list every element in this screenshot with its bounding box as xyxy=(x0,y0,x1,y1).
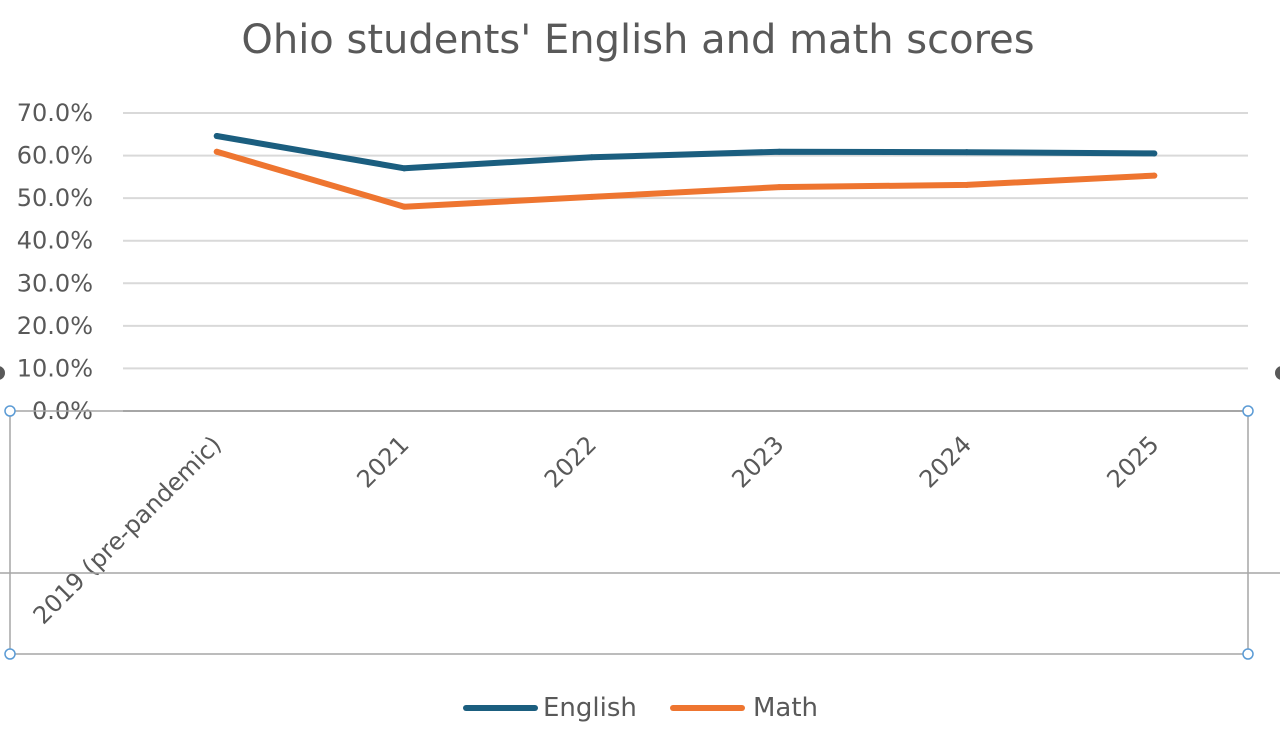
x-tick-label: 2021 xyxy=(352,430,415,493)
chart-resize-handle-left[interactable] xyxy=(0,366,5,380)
x-axis-tick-labels: 2019 (pre-pandemic) 2021 2022 2023 2024 2025 xyxy=(28,430,1165,629)
resize-handle-top-right[interactable] xyxy=(1242,405,1254,417)
x-tick-label: 2024 xyxy=(914,430,977,493)
y-tick-label: 20.0% xyxy=(17,312,93,340)
series-line-math[interactable] xyxy=(213,148,1158,210)
x-tick-label: 2022 xyxy=(539,430,602,493)
y-tick-label: 40.0% xyxy=(17,227,93,255)
data-point-english[interactable] xyxy=(1151,150,1158,157)
y-tick-label: 70.0% xyxy=(17,99,93,127)
data-point-math[interactable] xyxy=(401,203,408,210)
data-point-english[interactable] xyxy=(401,165,408,172)
selection-frame[interactable] xyxy=(0,366,1280,660)
data-point-english[interactable] xyxy=(213,132,220,139)
data-series xyxy=(213,132,1158,210)
y-tick-label: 30.0% xyxy=(17,269,93,297)
x-tick-label: 2025 xyxy=(1102,430,1165,493)
x-tick-label: 2023 xyxy=(727,430,790,493)
data-point-math[interactable] xyxy=(776,184,783,191)
data-point-english[interactable] xyxy=(776,148,783,155)
y-tick-label: 50.0% xyxy=(17,184,93,212)
legend: English Math xyxy=(463,693,818,723)
y-tick-label: 10.0% xyxy=(17,354,93,382)
data-point-english[interactable] xyxy=(588,154,595,161)
data-point-english[interactable] xyxy=(963,149,970,156)
legend-label-english: English xyxy=(543,693,637,723)
resize-handle-bottom-left[interactable] xyxy=(4,648,16,660)
legend-label-math: Math xyxy=(753,693,818,723)
chart-resize-handle-right[interactable] xyxy=(1275,366,1280,380)
resize-handle-bottom-right[interactable] xyxy=(1242,648,1254,660)
series-line-english[interactable] xyxy=(213,133,1158,172)
gridlines xyxy=(123,112,1248,412)
x-tick-label: 2019 (pre-pandemic) xyxy=(28,430,227,629)
data-point-math[interactable] xyxy=(1151,172,1158,179)
selection-box[interactable] xyxy=(9,410,1249,655)
y-tick-label: 60.0% xyxy=(17,142,93,170)
y-axis-tick-labels: 0.0%10.0%20.0%30.0%40.0%50.0%60.0%70.0% xyxy=(17,99,93,425)
data-point-math[interactable] xyxy=(213,148,220,155)
data-point-math[interactable] xyxy=(588,193,595,200)
data-point-math[interactable] xyxy=(963,181,970,188)
resize-handle-top-left[interactable] xyxy=(4,405,16,417)
chart-title: Ohio students' English and math scores xyxy=(241,17,1034,63)
